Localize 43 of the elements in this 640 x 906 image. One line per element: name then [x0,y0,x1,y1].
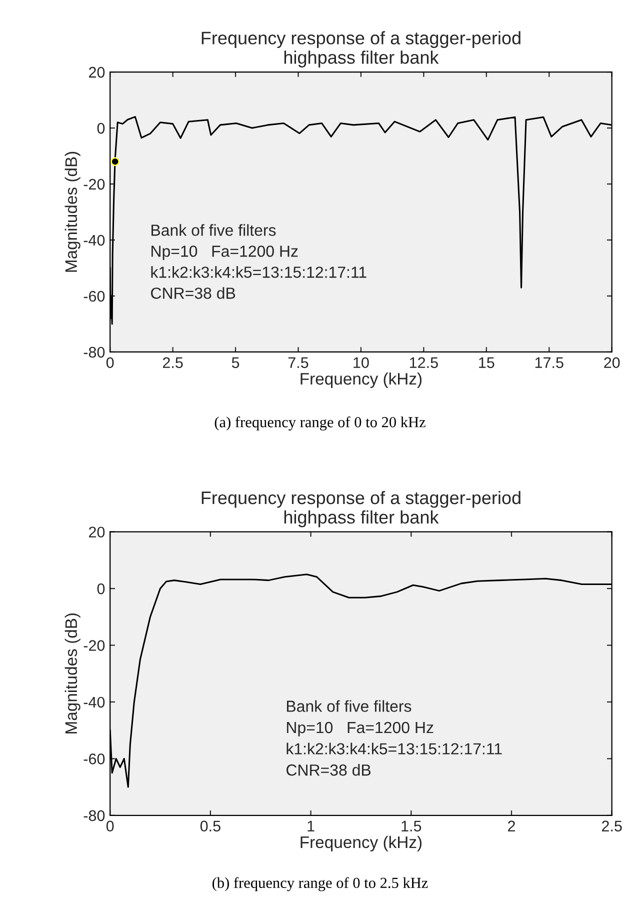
chart-title: Frequency response of a stagger-period highpass filter bank [202,490,520,528]
x-tick-label: 5 [232,357,240,368]
y-tick-label: -40 [84,696,105,708]
annotation: k1:k2:k3:k4:k5=13:15:12:17:11 [286,742,502,754]
text: (a) frequency range of 0 to 20 kHz [214,416,426,430]
y-tick-label: -40 [84,234,105,246]
x-tick-label: 20 [604,357,620,368]
x-tick-label: 1.5 [402,820,422,832]
x-axis-title: Frequency (kHz) [300,372,422,388]
y-tick-label: -80 [84,810,105,822]
annotation: Bank of five filters [152,224,276,236]
x-tick-label: 1 [308,820,314,832]
x-tick-label: 15 [479,357,494,368]
x-tick-label: 7.5 [288,357,308,368]
y-tick-label: -20 [84,640,105,651]
x-tick-label: 0.5 [200,820,220,832]
annotation: k1:k2:k3:k4:k5=13:15:12:17:11 [151,266,366,278]
x-tick-label: 10 [354,357,369,368]
annotation: Bank of five filters [287,700,412,712]
annotation: Np=10 Fa=1200 Hz [152,246,298,260]
y-axis-title: Magnitudes (dB) [64,152,80,272]
y-tick-label: -80 [84,346,105,358]
x-tick-label: 0 [106,357,114,368]
x-tick-label: 12.5 [410,357,438,368]
y-tick-label: 0 [97,583,105,594]
y-axis-title: Magnitudes (dB) [64,614,80,734]
y-tick-label: 20 [88,526,105,538]
x-tick-label: 2 [508,820,515,832]
annotation: CNR=38 dB [286,764,371,776]
x-tick-label: 0 [106,820,114,832]
x-tick-label: 17.5 [535,357,564,368]
x-axis-title: Frequency (kHz) [300,836,422,852]
chart-title: Frequency response of a stagger-period highpass filter bank [202,31,520,68]
text: (b) frequency range of 0 to 2.5 kHz [212,877,428,892]
annotation: CNR=38 dB [151,287,236,299]
y-tick-label: 0 [97,122,105,134]
y-tick-label: -60 [84,754,105,764]
x-tick-label: 2.5 [162,357,183,368]
annotation: Np=10 Fa=1200 Hz [287,722,434,736]
x-tick-label: 2.5 [602,820,622,832]
y-tick-label: 20 [88,66,105,78]
y-tick-label: -60 [84,290,105,302]
y-tick-label: -20 [84,178,105,190]
